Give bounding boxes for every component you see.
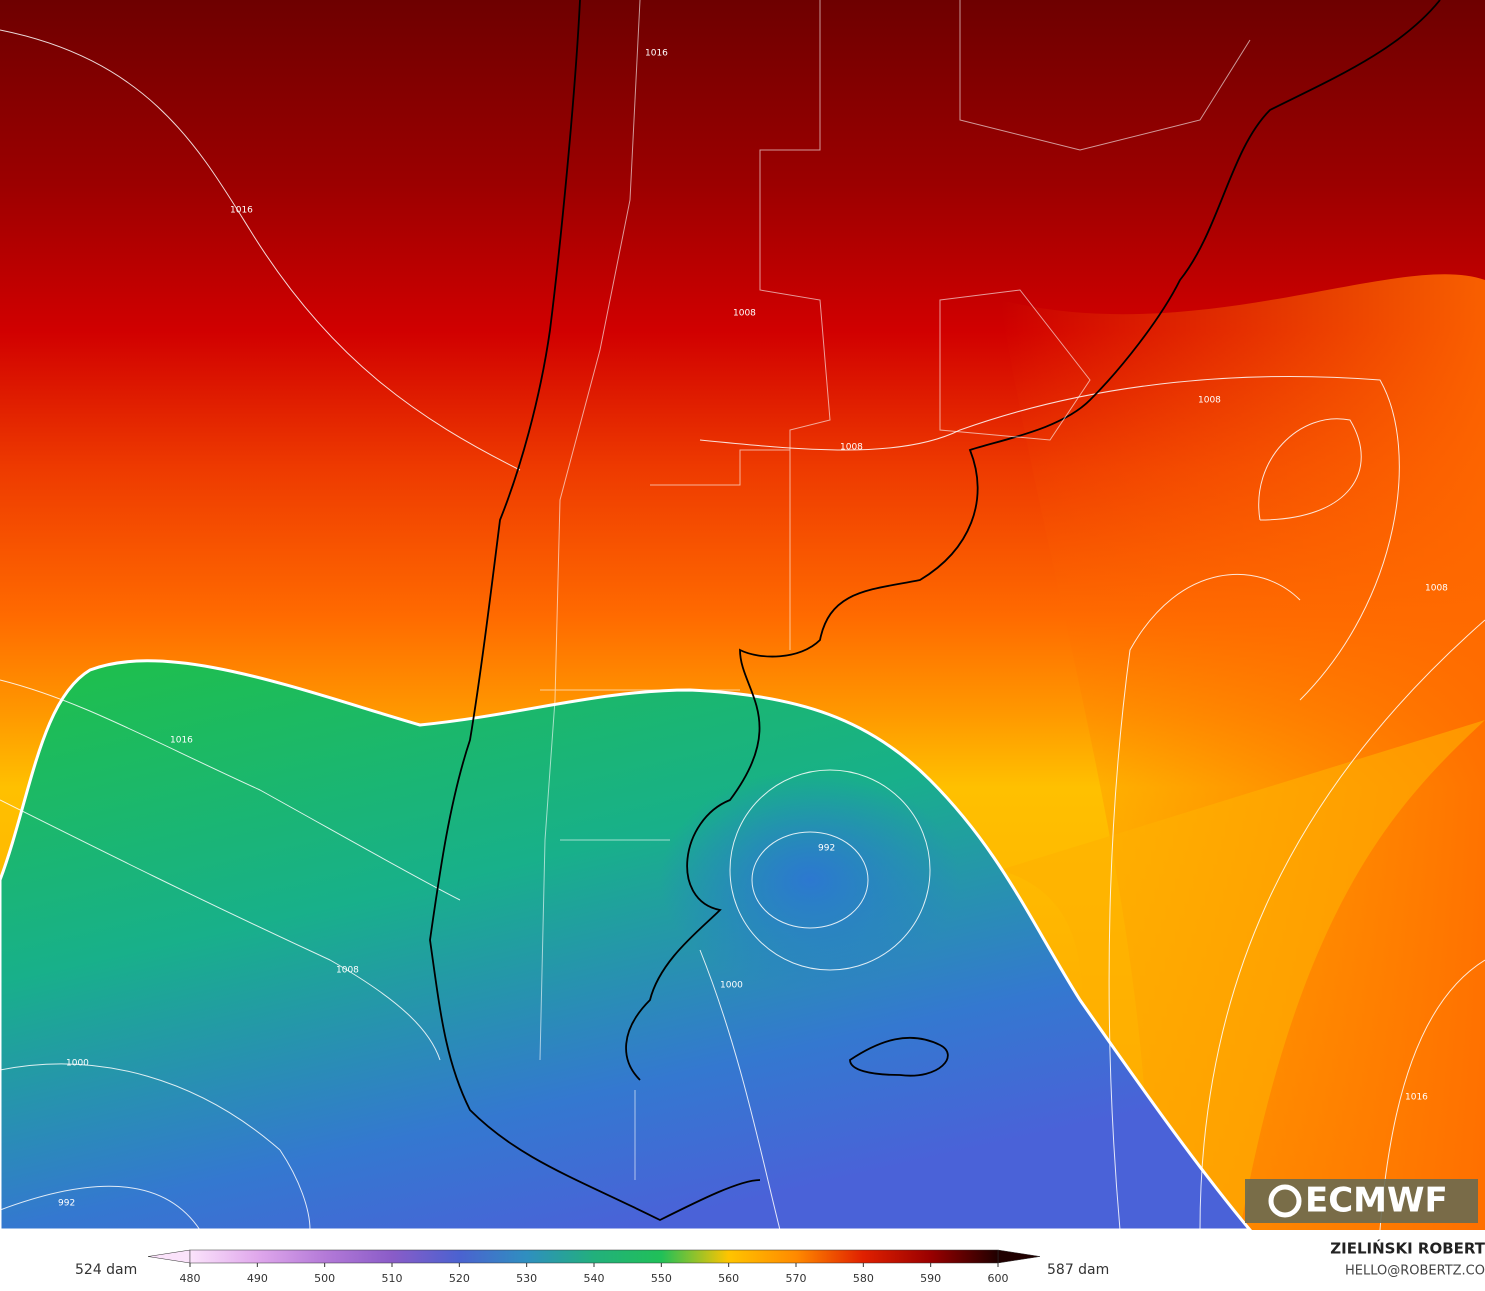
borders (539, 0, 1251, 1180)
isobars (0, 29, 1485, 1231)
height-field-east (1000, 274, 1485, 1230)
isobar-label: 1008 (1425, 584, 1448, 594)
colorbar: 480 490 500 510 520 530 540 550 560 570 580 590 600 (147, 1249, 1041, 1285)
coastlines (429, 0, 1441, 1222)
colorbar-tick-label: 540 (584, 1272, 605, 1285)
isobar-label: 1016 (170, 736, 193, 746)
colorbar-tick-label: 600 (988, 1272, 1009, 1285)
low-pressure-core (660, 770, 960, 990)
isobar-label: 1016 (645, 49, 668, 59)
isobar-label: 1016 (1405, 1093, 1428, 1103)
isobar-label: 992 (58, 1199, 75, 1209)
isobar-label: 992 (818, 844, 835, 854)
colorbar-tick-label: 560 (718, 1272, 739, 1285)
colorbar-max-label: 587 dam (1047, 1262, 1109, 1278)
author: ZIELIŃSKI ROBERT (1330, 1239, 1485, 1258)
isobar-label: 1000 (720, 981, 743, 991)
colorbar-tick-label: 580 (853, 1272, 874, 1285)
isobar-label: 1000 (66, 1059, 89, 1069)
colorbar-tick-label: 500 (314, 1272, 335, 1285)
email: HELLO@ROBERTZ.CO (1345, 1264, 1485, 1279)
logo-mark (1268, 1184, 1302, 1218)
colorbar-bar (189, 1249, 999, 1264)
logo-text: ECMWF (1305, 1181, 1448, 1221)
isobar-label: 1008 (336, 966, 359, 976)
isobar-label: 1016 (230, 206, 253, 216)
colorbar-tick-label: 570 (786, 1272, 807, 1285)
isobar-labels: 1016 1016 1008 1008 1008 1008 1016 1008 … (58, 49, 1448, 1209)
colorbar-tick-label: 530 (516, 1272, 537, 1285)
colorbar-tick-label: 520 (449, 1272, 470, 1285)
colorbar-tick-label: 590 (920, 1272, 941, 1285)
colorbar-tick-label: 510 (382, 1272, 403, 1285)
isobar-label: 1008 (733, 309, 756, 319)
isobar-label: 1008 (1198, 396, 1221, 406)
colorbar-min-label: 524 dam (75, 1262, 137, 1278)
colorbar-tick-label: 480 (180, 1272, 201, 1285)
logo: ECMWF (1245, 1179, 1478, 1223)
colorbar-tick-label: 490 (247, 1272, 268, 1285)
isobar-label: 1008 (840, 443, 863, 453)
colorbar-tick-label: 550 (651, 1272, 672, 1285)
